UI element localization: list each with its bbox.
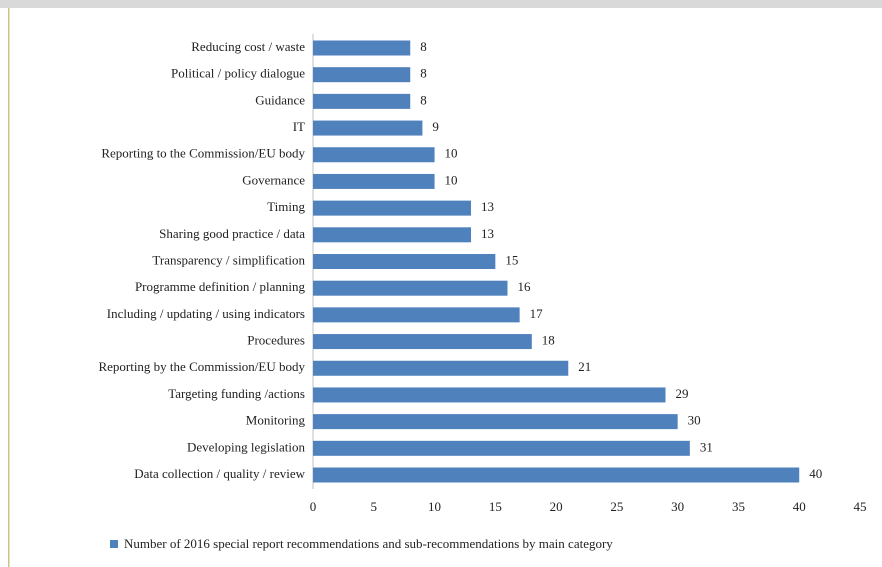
- bar: [313, 147, 435, 163]
- y-tick-label: Including / updating / using indicators: [107, 306, 305, 321]
- value-label: 10: [445, 172, 458, 187]
- value-label: 8: [420, 92, 427, 107]
- x-tick-label: 15: [489, 499, 502, 514]
- value-label: 13: [481, 226, 494, 241]
- x-tick-label: 10: [428, 499, 441, 514]
- bar: [313, 173, 435, 189]
- y-tick-label: Programme definition / planning: [135, 279, 306, 294]
- bar: [313, 40, 411, 56]
- value-label: 8: [420, 39, 427, 54]
- y-tick-label: Sharing good practice / data: [159, 226, 305, 241]
- bar: [313, 387, 666, 403]
- y-tick-label: Monitoring: [246, 413, 306, 428]
- value-label: 29: [676, 386, 689, 401]
- value-label: 10: [445, 146, 458, 161]
- x-tick-label: 35: [732, 499, 745, 514]
- x-tick-label: 45: [854, 499, 867, 514]
- y-tick-label: Targeting funding /actions: [168, 386, 305, 401]
- bar: [313, 67, 411, 83]
- y-tick-label: Governance: [242, 172, 305, 187]
- value-label: 18: [542, 333, 555, 348]
- y-tick-label: Political / policy dialogue: [171, 66, 305, 81]
- y-tick-label: Timing: [267, 199, 305, 214]
- value-label: 8: [420, 66, 427, 81]
- y-tick-label: Procedures: [247, 333, 305, 348]
- bar: [313, 200, 472, 216]
- y-tick-label: Reducing cost / waste: [191, 39, 305, 54]
- x-tick-label: 30: [671, 499, 684, 514]
- x-tick-label: 20: [550, 499, 563, 514]
- bar: [313, 307, 520, 323]
- legend-label: Number of 2016 special report recommenda…: [124, 536, 613, 551]
- value-label: 15: [505, 252, 518, 267]
- bar: [313, 254, 496, 269]
- bar: [313, 467, 800, 483]
- bar: [313, 334, 532, 350]
- x-tick-label: 5: [371, 499, 378, 514]
- value-label: 40: [809, 466, 822, 481]
- value-label: 13: [481, 199, 494, 214]
- y-tick-label: Developing legislation: [187, 439, 306, 454]
- legend-swatch: [110, 540, 118, 548]
- bar: [313, 280, 508, 296]
- left-border: [8, 8, 10, 567]
- y-tick-label: Reporting to the Commission/EU body: [101, 146, 305, 161]
- value-label: 17: [530, 306, 544, 321]
- y-tick-label: Transparency / simplification: [152, 252, 305, 267]
- x-tick-label: 0: [310, 499, 317, 514]
- y-tick-label: Guidance: [255, 92, 305, 107]
- bar: [313, 120, 423, 136]
- value-label: 21: [578, 359, 591, 374]
- bar: [313, 360, 569, 376]
- bar: [313, 227, 472, 243]
- y-tick-label: Data collection / quality / review: [134, 466, 305, 481]
- top-band: [0, 0, 882, 8]
- y-tick-label: Reporting by the Commission/EU body: [98, 359, 305, 374]
- x-tick-label: 40: [793, 499, 806, 514]
- bar: [313, 440, 690, 456]
- bar: [313, 414, 678, 430]
- bar: [313, 93, 411, 109]
- value-label: 31: [700, 439, 713, 454]
- value-label: 16: [517, 279, 531, 294]
- value-label: 30: [688, 413, 701, 428]
- y-tick-label: IT: [293, 119, 305, 134]
- value-label: 9: [432, 119, 439, 134]
- x-tick-label: 25: [610, 499, 623, 514]
